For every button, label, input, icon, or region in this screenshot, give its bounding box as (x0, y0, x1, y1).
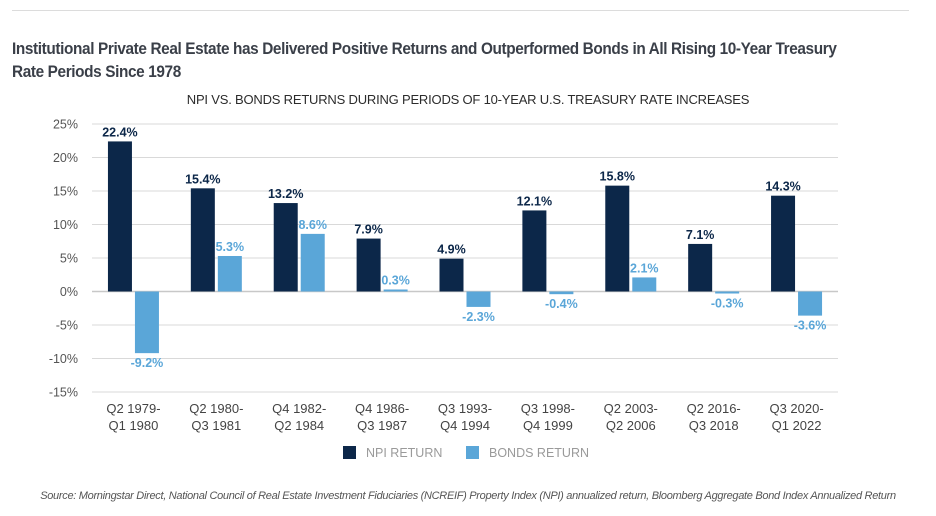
bonds-data-label: 8.6% (298, 218, 327, 232)
page-heading: Institutional Private Real Estate has De… (12, 40, 837, 81)
bonds-data-label: -9.2% (131, 356, 164, 370)
x-tick-label: Q3 1981 (191, 418, 241, 433)
npi-bar (605, 185, 630, 292)
x-tick-label: Q4 1999 (523, 418, 573, 433)
npi-bar (273, 203, 298, 292)
npi-data-label: 22.4% (102, 125, 137, 139)
x-tick-label: Q3 1998- (521, 401, 575, 416)
x-tick-label: Q1 2022 (772, 418, 822, 433)
npi-bar (688, 243, 713, 292)
bonds-bar (715, 291, 740, 294)
legend-label-npi: NPI RETURN (366, 446, 442, 460)
npi-bar (522, 210, 547, 292)
bonds-data-label: 2.1% (630, 261, 659, 275)
x-tick-label: Q3 1993- (438, 401, 492, 416)
legend-label-bonds: BONDS RETURN (489, 446, 589, 460)
y-tick-label: 15% (53, 185, 78, 199)
bonds-bar (300, 233, 325, 292)
bonds-data-label: -2.3% (462, 310, 495, 324)
npi-bar (439, 258, 464, 292)
y-tick-label: 10% (53, 218, 78, 232)
y-tick-label: 0% (60, 285, 78, 299)
x-tick-label: Q3 2020- (769, 401, 823, 416)
npi-data-label: 15.8% (600, 170, 635, 184)
bonds-bar (217, 255, 242, 292)
npi-bar (356, 238, 381, 292)
y-tick-label: 5% (60, 252, 78, 266)
x-tick-label: Q1 1980 (109, 418, 159, 433)
bonds-bar (549, 291, 574, 295)
y-tick-label: 20% (53, 151, 78, 165)
top-divider (12, 10, 909, 11)
npi-data-label: 7.9% (354, 223, 383, 237)
npi-data-label: 4.9% (437, 243, 466, 257)
npi-data-label: 14.3% (765, 180, 800, 194)
x-tick-label: Q2 2006 (606, 418, 656, 433)
chart-title: NPI VS. BONDS RETURNS DURING PERIODS OF … (186, 92, 750, 107)
bonds-bar (632, 277, 657, 292)
npi-bar (771, 195, 796, 292)
x-tick-label: Q3 1987 (357, 418, 407, 433)
npi-data-label: 13.2% (268, 187, 303, 201)
bonds-bar (383, 289, 408, 292)
x-tick-label: Q4 1986- (355, 401, 409, 416)
y-tick-label: 25% (53, 118, 78, 132)
npi-data-label: 7.1% (686, 228, 715, 242)
bonds-data-label: 5.3% (216, 240, 245, 254)
x-tick-label: Q2 1979- (106, 401, 160, 416)
source-note: Source: Morningstar Direct, National Cou… (40, 490, 896, 502)
x-tick-label: Q3 2018 (689, 418, 739, 433)
npi-data-label: 12.1% (517, 194, 552, 208)
npi-bar (107, 141, 132, 292)
x-tick-label: Q2 1984 (274, 418, 324, 433)
y-tick-label: -5% (56, 319, 78, 333)
bonds-bar (466, 291, 491, 307)
x-tick-label: Q4 1994 (440, 418, 490, 433)
bonds-data-label: -0.3% (711, 297, 744, 311)
x-tick-label: Q2 1980- (189, 401, 243, 416)
legend-swatch-bonds (466, 446, 479, 459)
y-tick-label: -10% (49, 352, 78, 366)
npi-bar (190, 188, 215, 292)
x-tick-label: Q2 2003- (604, 401, 658, 416)
bonds-bar (134, 291, 159, 354)
bonds-data-label: -3.6% (794, 319, 827, 333)
legend-swatch-npi (343, 446, 356, 459)
x-tick-label: Q4 1982- (272, 401, 326, 416)
x-tick-label: Q2 2016- (687, 401, 741, 416)
bonds-bar (798, 291, 823, 316)
bonds-data-label: -0.4% (545, 297, 578, 311)
npi-data-label: 15.4% (185, 172, 220, 186)
y-tick-label: -15% (49, 386, 78, 400)
bonds-data-label: 0.3% (381, 273, 410, 287)
